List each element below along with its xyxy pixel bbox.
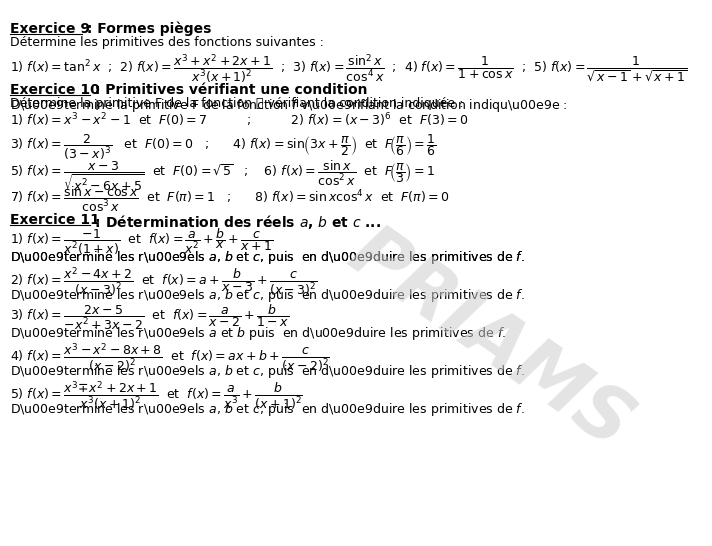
Text: D\u00e9termine les r\u00e9els $a$, $b$ et $c$, puis  en d\u00e9duire les primiti: D\u00e9termine les r\u00e9els $a$, $b$ e… <box>10 401 525 418</box>
Text: 1) $f(x) = \tan^2 x$  ;  2) $f(x) = \dfrac{x^3+x^2+2x+1}{x^3(x+1)^2}$  ;  3) $f(: 1) $f(x) = \tan^2 x$ ; 2) $f(x) = \dfrac… <box>10 53 688 85</box>
Text: Détermine les primitives des fonctions suivantes :: Détermine les primitives des fonctions s… <box>10 36 324 49</box>
Text: D\u00e9termine les r\u00e9els $a$ et $b$ puis  en d\u00e9duire les primitives de: D\u00e9termine les r\u00e9els $a$ et $b$… <box>10 325 506 342</box>
Text: D\u00e9termine les r\u00e9els $a$, $b$ et $c$, puis  en d\u00e9duire les primiti: D\u00e9termine les r\u00e9els $a$, $b$ e… <box>10 249 525 266</box>
Text: 1) $f(x) = \dfrac{-1}{x^2(1+x)}$  et  $f(x) = \dfrac{a}{x^2} + \dfrac{b}{x} + \d: 1) $f(x) = \dfrac{-1}{x^2(1+x)}$ et $f(x… <box>10 227 273 257</box>
Text: D\u00e9termine les r\u00e9els $a$, $b$ et $c$, puis  en d\u00e9duire les primiti: D\u00e9termine les r\u00e9els $a$, $b$ e… <box>10 249 525 266</box>
Text: 3) $f(x) = \dfrac{2}{(3-x)^3}$   et  $F(0) = 0$   ;      4) $f(x) = \sin\!\left(: 3) $f(x) = \dfrac{2}{(3-x)^3}$ et $F(0) … <box>10 133 436 162</box>
Text: 3) $f(x) = \dfrac{2x-5}{-x^2+3x-2}$  et  $f(x) = \dfrac{a}{x-2} + \dfrac{b}{1-x}: 3) $f(x) = \dfrac{2x-5}{-x^2+3x-2}$ et $… <box>10 303 289 332</box>
Text: Exercice 10: Exercice 10 <box>10 83 100 97</box>
Text: Exercice 11: Exercice 11 <box>10 213 100 227</box>
Text: 1) $f(x) = x^3 - x^2 - 1$  et  $F(0)=7$          ;          2) $f(x) = (x-3)^6$ : 1) $f(x) = x^3 - x^2 - 1$ et $F(0)=7$ ; … <box>10 111 468 129</box>
Text: 7) $f(x) = \dfrac{\sin x - \cos x}{\cos^3 x}$  et  $F(\pi)=1$   ;      8) $f(x) : 7) $f(x) = \dfrac{\sin x - \cos x}{\cos^… <box>10 185 449 214</box>
Text: 4) $f(x) = \dfrac{x^3-x^2-8x+8}{(x-2)^2}$  et  $f(x) = ax+b + \dfrac{c}{(x-2)^2}: 4) $f(x) = \dfrac{x^3-x^2-8x+8}{(x-2)^2}… <box>10 341 330 373</box>
Text: : Détermination des réels $a$, $b$ et $c$ ...: : Détermination des réels $a$, $b$ et $c… <box>90 213 381 231</box>
Text: PRIAMS: PRIAMS <box>335 216 645 464</box>
Text: Détermine la primitive F de la fonction 𝑓 vérifiant la condition indiquée :: Détermine la primitive F de la fonction … <box>10 97 464 110</box>
Text: D\u00e9termine les r\u00e9els $a$, $b$ et $c$, puis  en d\u00e9duire les primiti: D\u00e9termine les r\u00e9els $a$, $b$ e… <box>10 363 525 380</box>
Text: 5) $f(x) = \dfrac{x^3\!\mp\! x^2+2x+1}{x^3(x+1)^2}$  et  $f(x) = \dfrac{a}{x^3} : 5) $f(x) = \dfrac{x^3\!\mp\! x^2+2x+1}{x… <box>10 379 303 412</box>
Text: D\u00e9termine la primitive F de la fonction $f$ v\u00e9rifiant la condition ind: D\u00e9termine la primitive F de la fonc… <box>10 97 567 114</box>
Text: : Primitives vérifiant une condition: : Primitives vérifiant une condition <box>90 83 367 97</box>
Text: : Formes pièges: : Formes pièges <box>82 22 211 37</box>
Text: Exercice 9: Exercice 9 <box>10 22 90 36</box>
Text: D\u00e9termine les r\u00e9els $a$, $b$ et $c$, puis  en d\u00e9duire les primiti: D\u00e9termine les r\u00e9els $a$, $b$ e… <box>10 287 525 304</box>
Text: 2) $f(x) = \dfrac{x^2-4x+2}{(x-3)^2}$  et  $f(x) = a + \dfrac{b}{x-3} + \dfrac{c: 2) $f(x) = \dfrac{x^2-4x+2}{(x-3)^2}$ et… <box>10 265 318 298</box>
Text: 5) $f(x) = \dfrac{x-3}{\sqrt{x^2-6x+5}}$  et  $F(0)=\sqrt{5}$   ;    6) $f(x) = : 5) $f(x) = \dfrac{x-3}{\sqrt{x^2-6x+5}}$… <box>10 159 435 194</box>
